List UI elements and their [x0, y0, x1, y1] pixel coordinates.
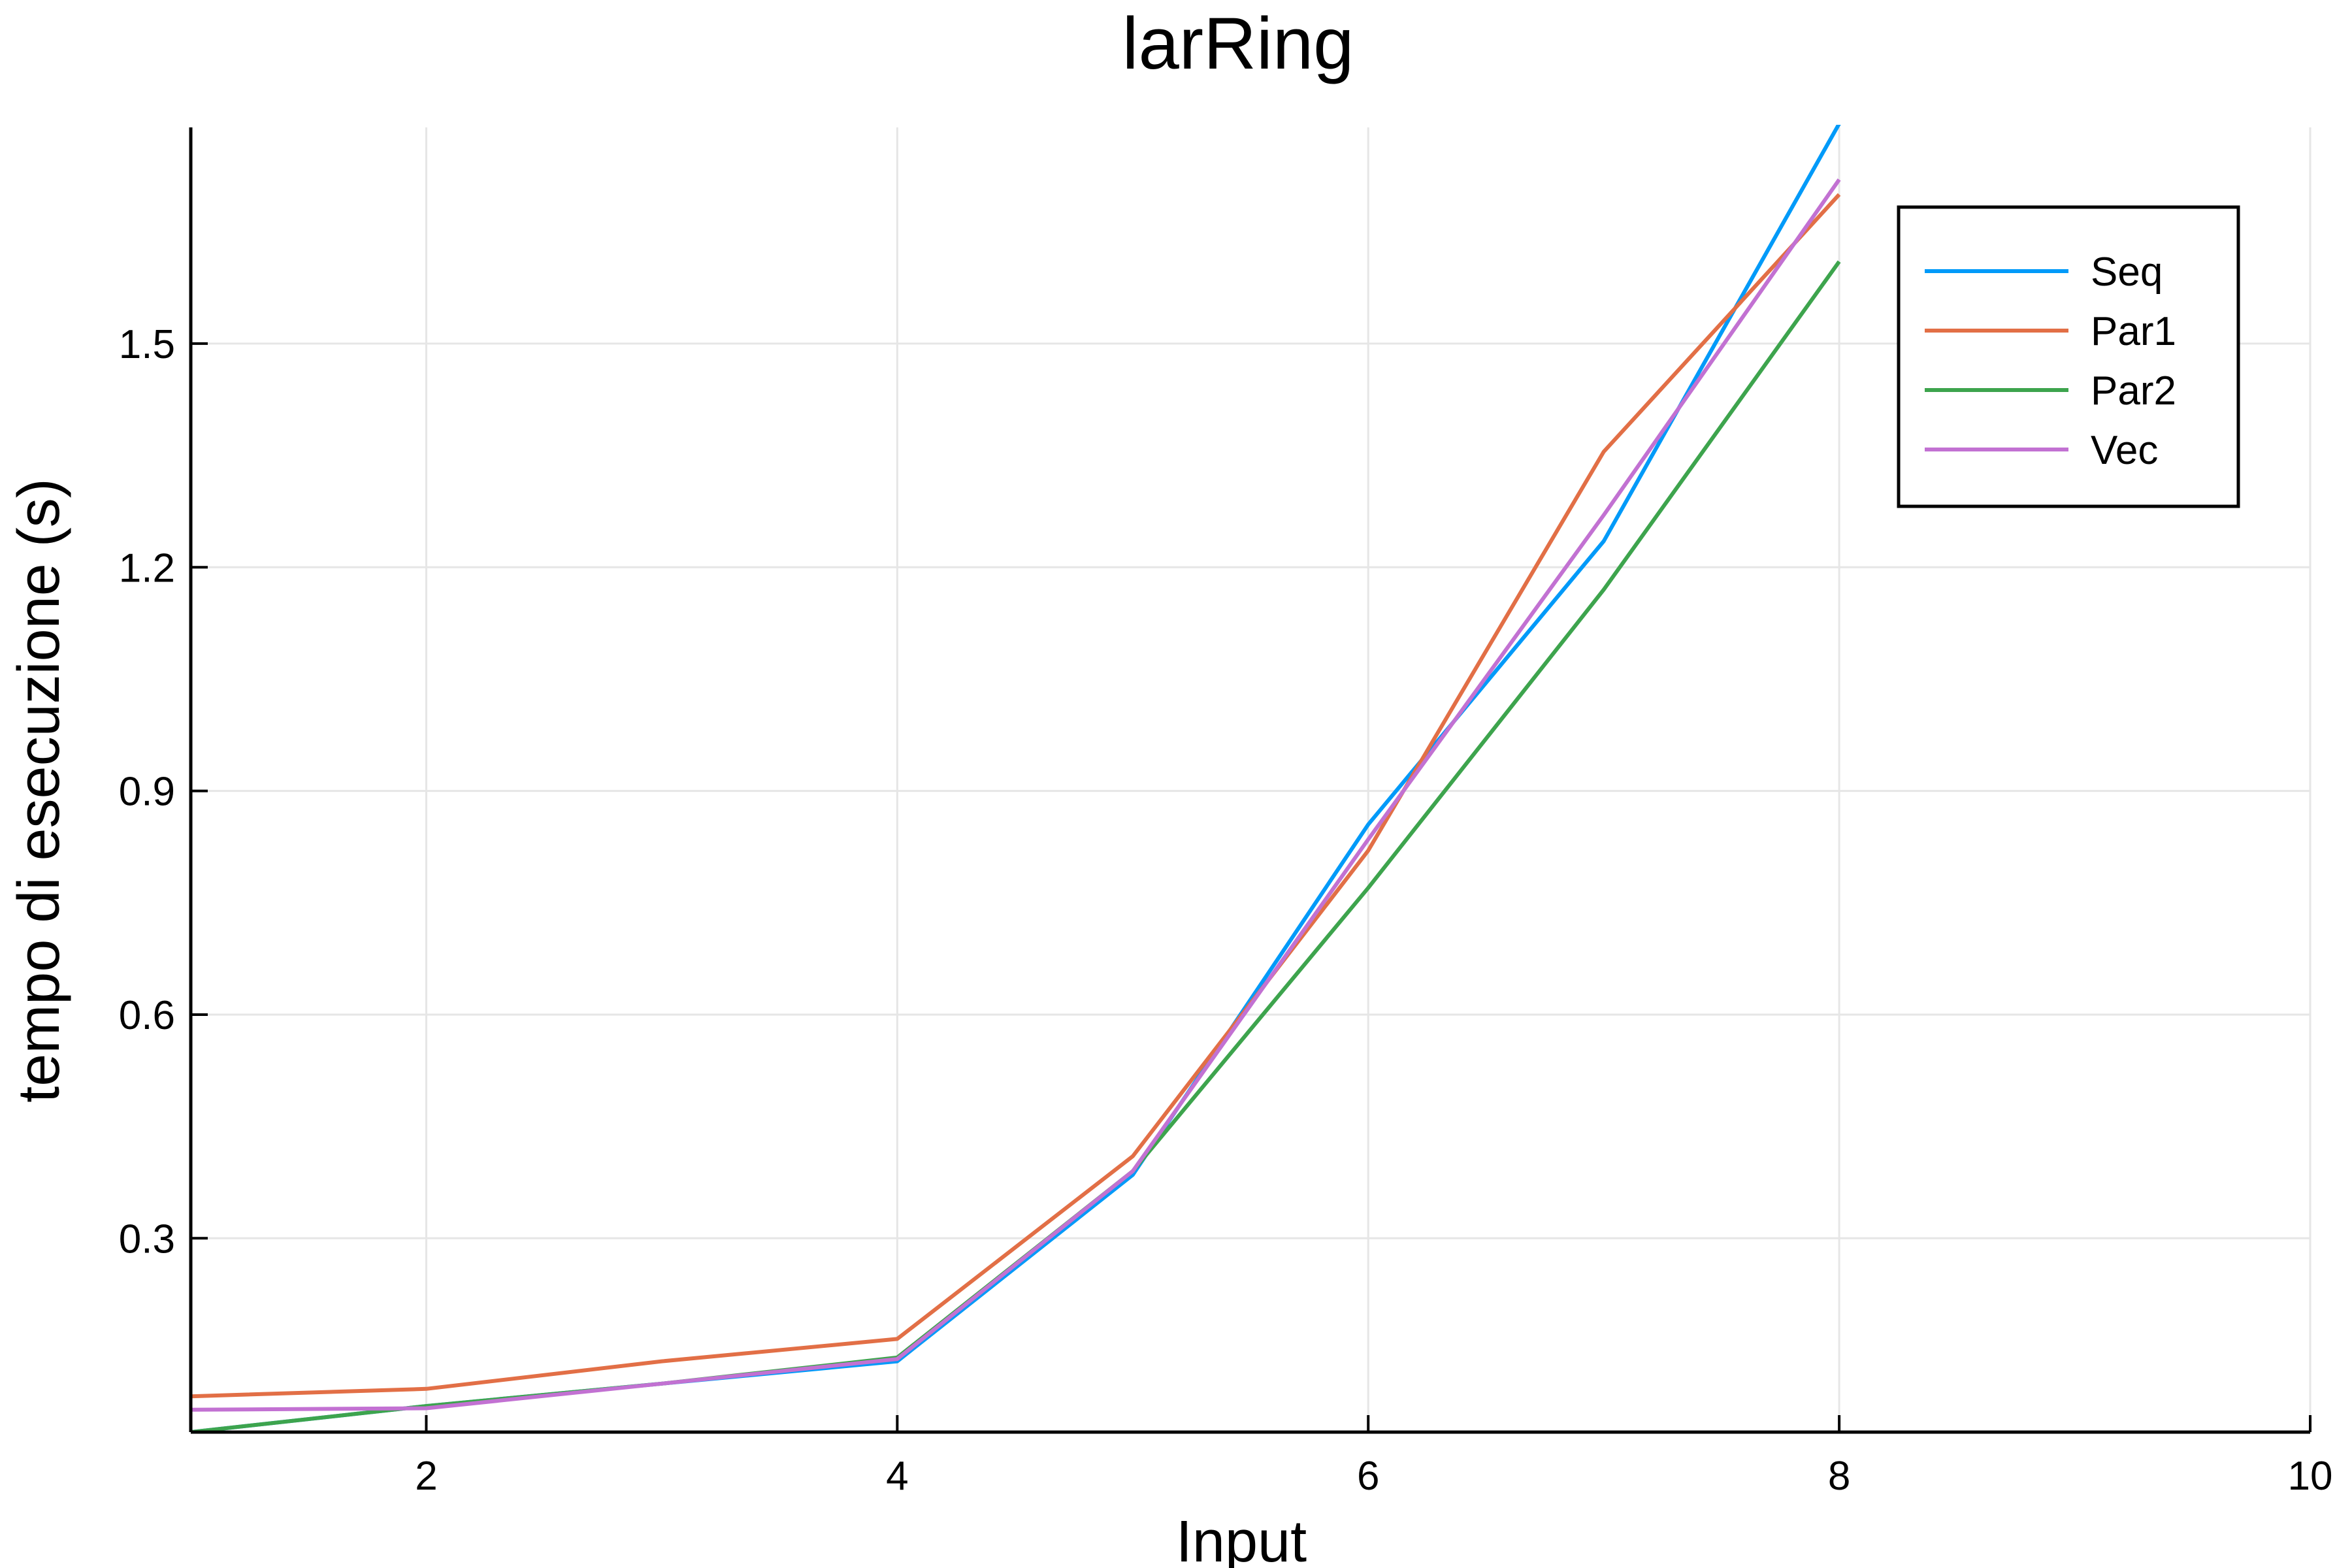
- series-line-seq: [191, 125, 1841, 1432]
- x-axis-label: Input: [1176, 1509, 1307, 1568]
- series-lines: [191, 125, 1841, 1432]
- legend-label-seq: Seq: [2091, 250, 2163, 295]
- legend: Seq Par1 Par2 Vec: [1897, 205, 2240, 508]
- y-tick-label: 1.2: [119, 546, 175, 591]
- series-line-vec: [191, 178, 1841, 1412]
- legend-box: [1897, 205, 2240, 508]
- y-tick-label: 0.3: [119, 1217, 175, 1262]
- y-axis-label: tempo di esecuzione (s): [7, 478, 72, 1102]
- series-line-par2: [191, 260, 1841, 1432]
- x-tick-label: 8: [1828, 1454, 1850, 1499]
- ticks: 2 4 6 8 10 0.3 0.6 0.9 1.2 1.5: [119, 322, 2333, 1499]
- y-tick-label: 0.6: [119, 993, 175, 1038]
- x-tick-label: 2: [415, 1454, 437, 1499]
- y-tick-label: 1.5: [119, 322, 175, 367]
- y-tick-label: 0.9: [119, 770, 175, 815]
- series-line-par1: [191, 193, 1841, 1399]
- x-tick-label: 10: [2288, 1454, 2333, 1499]
- x-tick-label: 4: [886, 1454, 908, 1499]
- x-tick-label: 6: [1357, 1454, 1379, 1499]
- legend-label-par2: Par2: [2091, 368, 2176, 414]
- legend-label-par1: Par1: [2091, 309, 2176, 354]
- chart-title: larRing: [1122, 3, 1354, 84]
- legend-label-vec: Vec: [2091, 428, 2158, 473]
